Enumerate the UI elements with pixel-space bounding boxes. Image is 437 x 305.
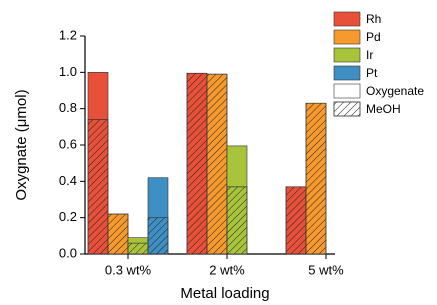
legend-label: Oxygenate <box>366 84 424 98</box>
legend-label: Rh <box>366 12 381 26</box>
legend-swatch <box>333 83 361 99</box>
bar-oxygenate <box>87 72 109 120</box>
y-tick-label: 0.6 <box>59 136 77 151</box>
hatch <box>333 101 361 117</box>
legend-label: MeOH <box>366 102 401 116</box>
hatch <box>226 186 248 255</box>
hatch <box>305 102 327 255</box>
x-tick-label: 2 wt% <box>209 262 245 277</box>
bar-oxygenate <box>226 145 248 188</box>
legend-label: Pt <box>366 66 378 80</box>
y-axis-label: Oxygnate (μmol) <box>13 89 30 200</box>
hatch <box>127 242 149 255</box>
x-tick-label: 0.3 wt% <box>105 262 152 277</box>
legend-swatch <box>333 29 361 45</box>
hatch <box>285 186 307 255</box>
legend-swatch <box>333 11 361 27</box>
hatch <box>107 213 129 255</box>
legend-swatch <box>333 47 361 63</box>
y-tick-label: 0.0 <box>59 245 77 260</box>
hatch <box>206 73 228 255</box>
y-tick-label: 1.2 <box>59 27 77 42</box>
y-tick-label: 0.2 <box>59 209 77 224</box>
y-tick-label: 0.8 <box>59 100 77 115</box>
y-tick-label: 0.4 <box>59 173 77 188</box>
legend-swatch <box>333 65 361 81</box>
hatch <box>147 217 169 255</box>
bar-oxygenate <box>127 237 149 244</box>
y-tick-label: 1.0 <box>59 64 77 79</box>
x-axis-label: Metal loading <box>180 285 269 302</box>
hatch <box>87 119 109 255</box>
legend-label: Ir <box>366 48 373 62</box>
bar-oxygenate <box>147 177 169 218</box>
x-tick-label: 5 wt% <box>308 262 344 277</box>
legend-label: Pd <box>366 30 381 44</box>
hatch <box>186 72 208 255</box>
